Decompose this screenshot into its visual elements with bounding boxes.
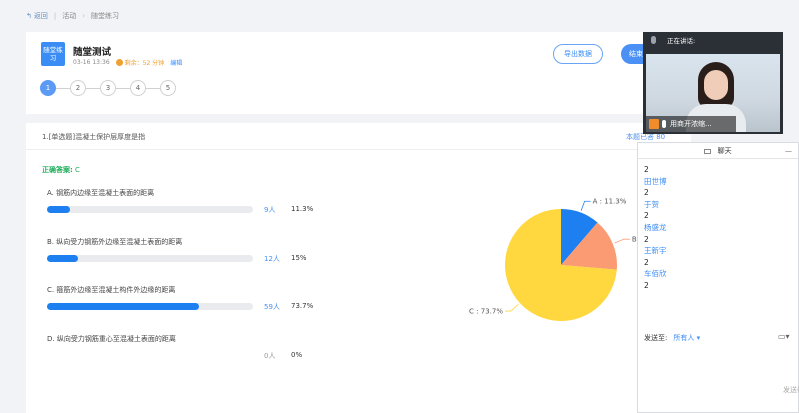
chat-message: 2 [644, 234, 649, 244]
breadcrumb-chevron-icon: › [82, 12, 86, 20]
option-percent: 11.3% [291, 205, 314, 213]
quiz-meta: 03-16 13:36 剩余：52 分钟 编辑 [73, 58, 182, 67]
remaining-time: 剩余：52 分钟 [124, 60, 165, 67]
question-text: 1.[单选题]混凝土保护层厚度是指 [42, 133, 146, 141]
pie-leader-line [614, 238, 630, 244]
step-5[interactable]: 5 [160, 80, 176, 96]
step-3[interactable]: 3 [100, 80, 116, 96]
chat-message: 2 [644, 280, 649, 290]
edit-link[interactable]: 编辑 [170, 60, 183, 67]
breadcrumb: ↰ 返回 | 活动 › 随堂练习 [26, 11, 119, 21]
speaker-name-tag: 用商开浓缩... [646, 116, 736, 132]
step-connector [146, 87, 160, 89]
question-stepper: 1 2 3 4 5 [40, 80, 176, 96]
speaking-status: 正在讲话: [643, 32, 783, 50]
option-text: D. 纵向受力钢筋重心至混凝土表面的距离 [47, 335, 176, 343]
progress-track [47, 303, 253, 310]
progress-track [47, 206, 253, 213]
chat-sender-name[interactable]: 王新宇 [644, 246, 667, 256]
option-text: B. 纵向受力钢筋外边缘至混凝土表面的距离 [47, 238, 183, 246]
chat-message: 2 [644, 257, 649, 267]
correct-answer: 正确答案: C [42, 165, 80, 175]
clock-icon [115, 59, 123, 66]
option-percent: 15% [291, 254, 307, 262]
correct-answer-value: C [75, 166, 80, 174]
quiz-header-card: 随堂练习 随堂测试 03-16 13:36 剩余：52 分钟 编辑 导出数据 结… [26, 32, 691, 114]
step-2[interactable]: 2 [70, 80, 86, 96]
speaker-face [704, 70, 728, 100]
chat-sender-name[interactable]: 杨盛龙 [644, 222, 667, 232]
step-connector [116, 87, 130, 89]
pie-slice-b[interactable] [561, 222, 617, 270]
progress-fill [47, 303, 199, 310]
send-button[interactable]: 发送(S [783, 386, 799, 394]
chat-sender-name[interactable]: 田世博 [644, 176, 667, 186]
option-count[interactable]: 0人 [264, 352, 276, 360]
step-connector [86, 87, 100, 89]
chat-title: 聊天 [717, 147, 732, 155]
pie-chart-svg: A : 11.3%B : 15%C : 73.7% [469, 198, 659, 321]
step-1[interactable]: 1 [40, 80, 56, 96]
chat-sender-name[interactable]: 车佰欣 [644, 269, 667, 279]
option-text: A. 钢筋内边缘至混凝土表面的距离 [47, 189, 155, 197]
chat-message: 2 [644, 211, 649, 221]
chat-panel: 聊天 — 2 田世博 2 于贺 2 杨盛龙 2 王新宇 2 车佰欣 2 发送至: 所有人 ▾ ▭▾ … [637, 142, 799, 413]
chat-message: 2 [644, 188, 649, 198]
answered-count: 本题已答 80 [626, 133, 666, 141]
folder-icon[interactable]: ▭▾ [778, 332, 790, 341]
chat-header: 聊天 — [638, 143, 798, 159]
option-a: A. 钢筋内边缘至混凝土表面的距离 9人 11.3% [47, 188, 337, 214]
chat-messages: 2 田世博 2 于贺 2 杨盛龙 2 王新宇 2 车佰欣 2 [638, 159, 798, 292]
chat-sender-name[interactable]: 于贺 [644, 199, 659, 209]
step-4[interactable]: 4 [130, 80, 146, 96]
progress-fill [47, 206, 71, 213]
back-arrow-icon: ↰ [26, 12, 32, 20]
option-percent: 0% [291, 351, 303, 359]
progress-track [47, 255, 253, 262]
correct-answer-label: 正确答案: [42, 166, 73, 174]
pie-label-a: A : 11.3% [593, 198, 627, 206]
option-count[interactable]: 59人 [264, 303, 280, 311]
question-header: 1.[单选题]混凝土保护层厚度是指 本题已答 80 [26, 123, 691, 150]
user-avatar-icon [649, 119, 659, 129]
pie-slice-c[interactable] [505, 209, 617, 321]
option-text: C. 箍筋外边缘至混凝土构件外边缘的距离 [47, 286, 176, 294]
question-card: 1.[单选题]混凝土保护层厚度是指 本题已答 80 正确答案: C A. 钢筋内… [26, 123, 691, 413]
chat-window-icon [704, 148, 712, 154]
back-link[interactable]: ↰ 返回 [26, 12, 48, 20]
quiz-badge: 随堂练习 [41, 42, 65, 66]
breadcrumb-current: 随堂练习 [91, 12, 120, 20]
option-d: D. 纵向受力钢筋重心至混凝土表面的距离 0人 0% [47, 334, 337, 360]
send-target: 发送至: 所有人 ▾ [644, 333, 700, 343]
pie-label-c: C : 73.7% [469, 308, 503, 316]
option-b: B. 纵向受力钢筋外边缘至混凝土表面的距离 12人 15% [47, 237, 337, 263]
option-count[interactable]: 9人 [264, 206, 276, 214]
video-panel: 正在讲话: 用商开浓缩... [643, 32, 783, 134]
export-data-button[interactable]: 导出数据 [553, 44, 603, 64]
quiz-timer: 剩余：52 分钟 [115, 58, 165, 67]
option-c: C. 箍筋外边缘至混凝土构件外边缘的距离 59人 73.7% [47, 285, 337, 311]
option-percent: 73.7% [291, 302, 314, 310]
pie-leader-line [504, 304, 519, 312]
option-count[interactable]: 12人 [264, 255, 280, 263]
send-to-select[interactable]: 所有人 ▾ [673, 334, 701, 342]
quiz-date: 03-16 13:36 [73, 59, 110, 66]
progress-fill [47, 255, 78, 262]
pie-slice-a[interactable] [561, 209, 598, 265]
step-connector [56, 87, 70, 89]
send-to-label: 发送至: [644, 334, 668, 342]
minimize-icon[interactable]: — [785, 147, 792, 155]
chat-message: 2 [644, 165, 649, 174]
breadcrumb-separator: | [53, 12, 57, 20]
microphone-icon [651, 36, 656, 44]
pie-leader-line [580, 200, 591, 211]
quiz-title: 随堂测试 [73, 47, 112, 58]
pie-chart: A : 11.3%B : 15%C : 73.7% [440, 193, 670, 345]
mic-on-icon [662, 120, 666, 128]
breadcrumb-parent[interactable]: 活动 [62, 12, 77, 20]
